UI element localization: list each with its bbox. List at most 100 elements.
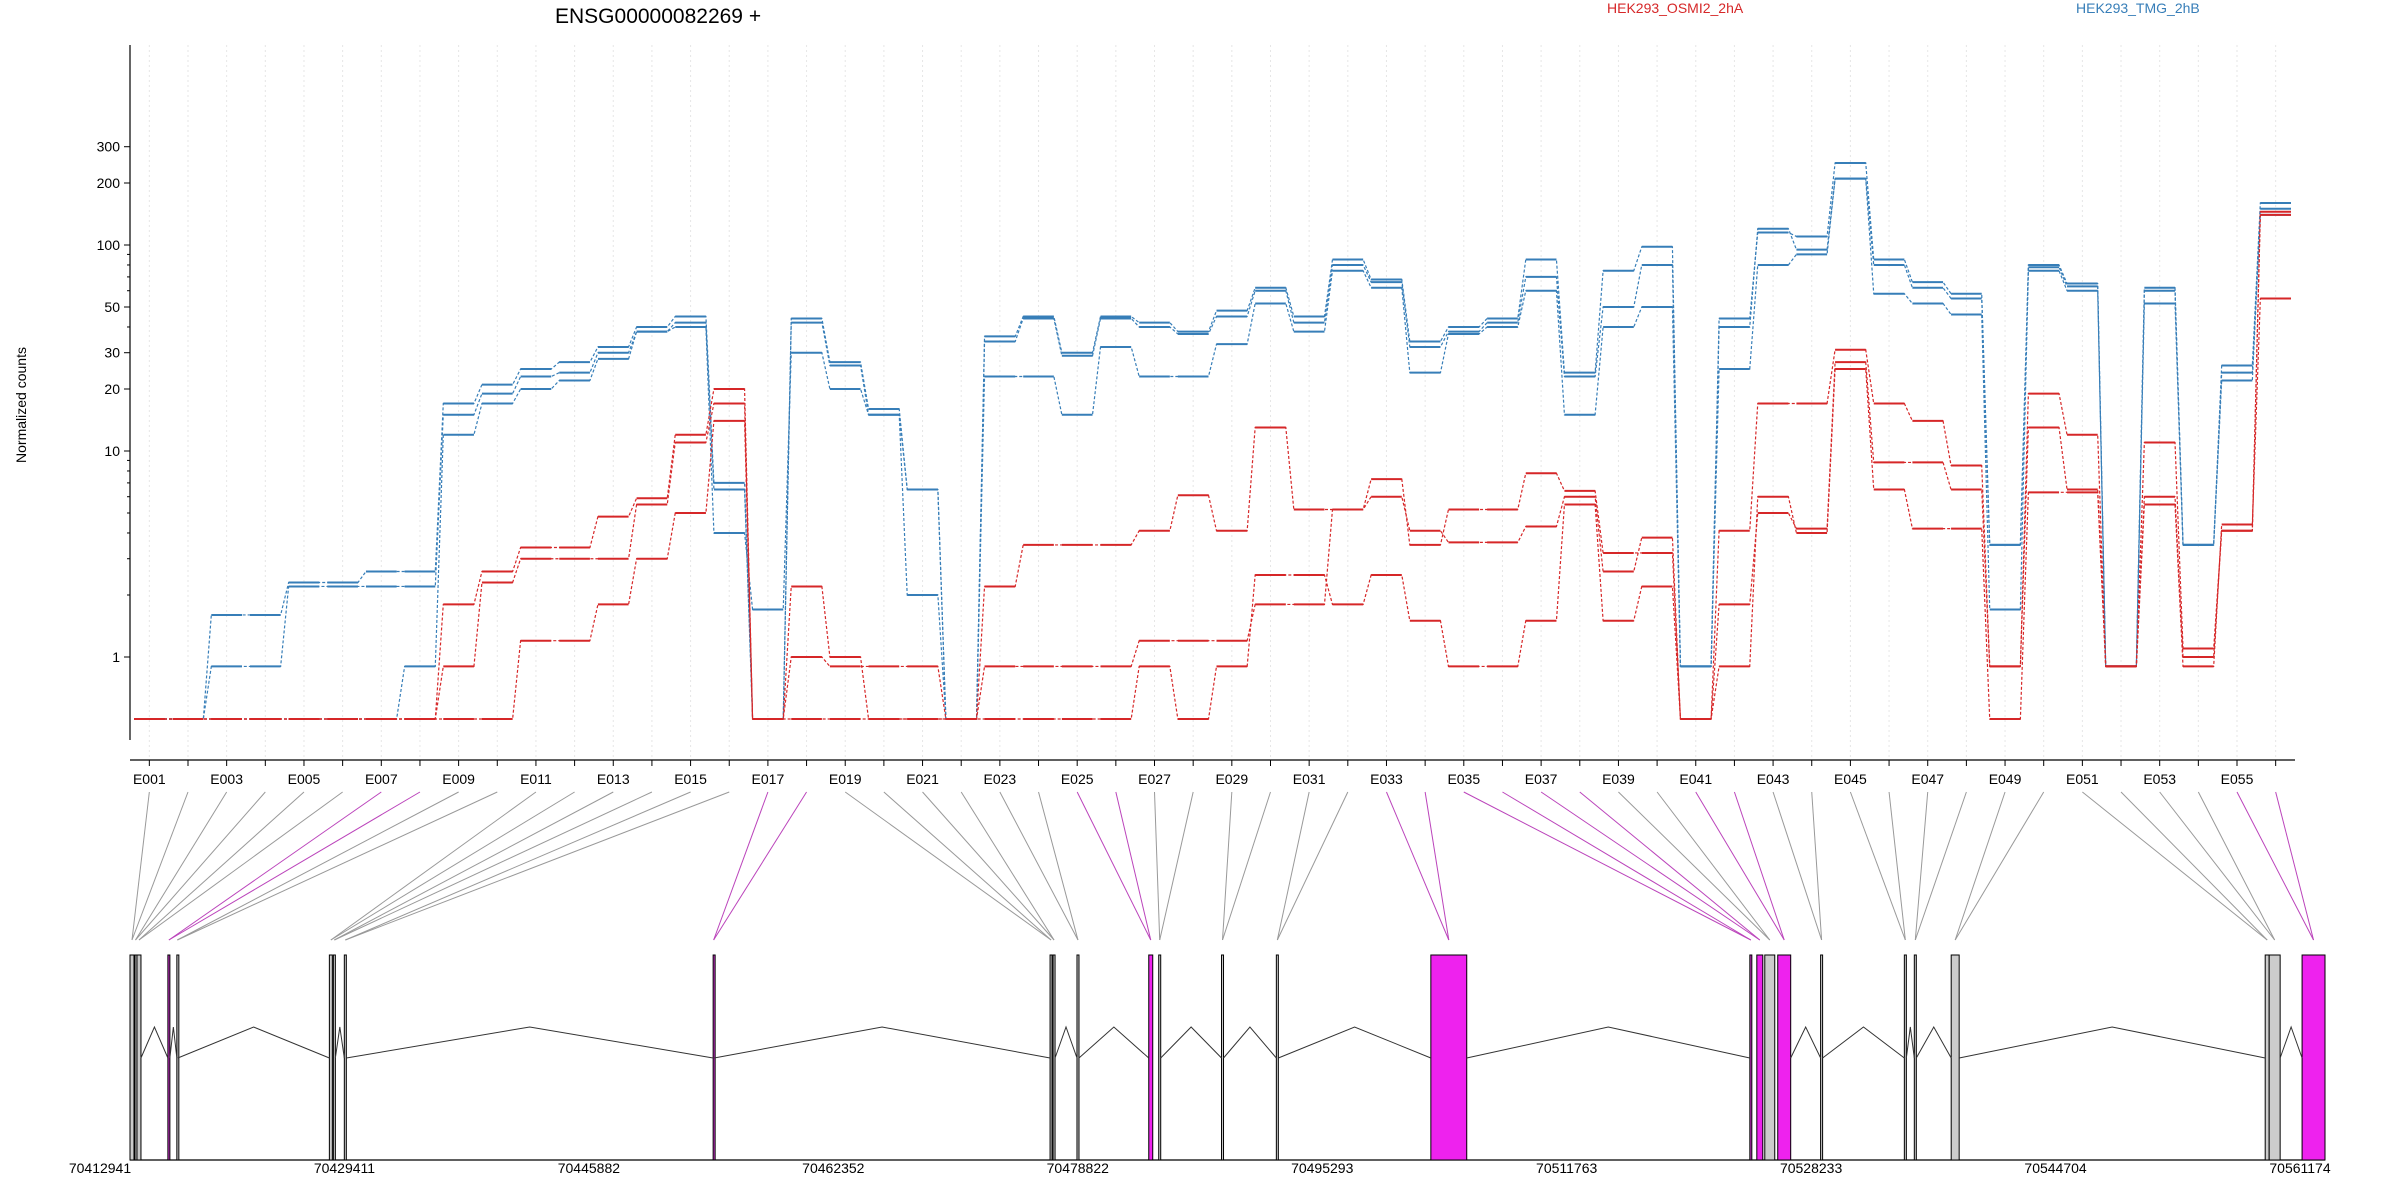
x-tick-label: E049 bbox=[1989, 771, 2022, 787]
exon-connector-line bbox=[1618, 791, 1771, 941]
x-tick-label: E019 bbox=[829, 771, 862, 787]
exon-connector-line bbox=[345, 791, 730, 941]
exon-block bbox=[2301, 954, 2326, 1161]
exon-connector-line bbox=[1076, 791, 1152, 941]
exon-connector-line bbox=[334, 791, 653, 941]
exon-connector-line bbox=[135, 791, 266, 941]
exon-connector-line bbox=[2236, 791, 2314, 941]
exon-connector-line bbox=[330, 791, 537, 941]
x-tick-label: E007 bbox=[365, 771, 398, 787]
intron-line bbox=[1278, 1026, 1432, 1059]
exon-connector-line bbox=[131, 791, 150, 941]
exon-connector-line bbox=[713, 791, 769, 941]
intron-line bbox=[1223, 1026, 1277, 1059]
exon-connector-line bbox=[1276, 791, 1310, 941]
y-tick-label: 30 bbox=[104, 345, 120, 361]
x-tick-label: E041 bbox=[1679, 771, 1712, 787]
chart-title: ENSG00000082269 + bbox=[555, 5, 761, 28]
exon-connector-line bbox=[1772, 791, 1823, 941]
exon-connector-line bbox=[1222, 791, 1233, 941]
exon-connector-line bbox=[2120, 791, 2268, 941]
intron-line bbox=[334, 1026, 345, 1059]
exon-connector-line bbox=[1276, 791, 1349, 941]
exon-connector-line bbox=[168, 791, 421, 941]
gene-model-track: 70412941 70429411 70445882 70462352 70478822… bbox=[69, 954, 2331, 1176]
x-tick-label: E055 bbox=[2221, 771, 2254, 787]
exon-connector-line bbox=[999, 791, 1079, 941]
x-tick-label: E047 bbox=[1911, 771, 1944, 787]
intron-line bbox=[1905, 1026, 1915, 1059]
exon-connector-line bbox=[1038, 791, 1079, 941]
exon-block bbox=[1221, 954, 1225, 1161]
genomic-coordinate-label: 70544704 bbox=[2024, 1160, 2087, 1176]
exon-connector-line bbox=[177, 791, 459, 941]
y-tick-label: 10 bbox=[104, 443, 120, 459]
x-tick-label: E013 bbox=[597, 771, 630, 787]
exon-block bbox=[1275, 954, 1279, 1161]
exon-connector-line bbox=[1115, 791, 1152, 941]
intron-line bbox=[140, 1025, 169, 1059]
exon-block bbox=[2264, 954, 2270, 1161]
chart-axes: 1 10 20 30 50 100 200 300 E001 E003 E005 E007 E009 E0… bbox=[97, 45, 2295, 787]
exon-connector-line bbox=[1954, 791, 2006, 941]
exon-connector-line bbox=[844, 791, 1052, 941]
exon-block bbox=[1049, 954, 1053, 1161]
genomic-coordinate-label: 70412941 bbox=[69, 1160, 132, 1176]
exon-block bbox=[1148, 954, 1154, 1161]
chart-grid bbox=[148, 45, 2277, 760]
intron-line bbox=[1790, 1025, 1822, 1059]
exon-connector-line bbox=[1811, 791, 1823, 941]
x-tick-label: E001 bbox=[133, 771, 166, 787]
exon-connector-line bbox=[1954, 791, 2045, 941]
exon-connector-line bbox=[960, 791, 1055, 941]
x-tick-label: E051 bbox=[2066, 771, 2099, 787]
y-axis-label: Normalized counts bbox=[13, 347, 29, 463]
x-tick-label: E053 bbox=[2143, 771, 2176, 787]
exon-connector-line bbox=[1888, 791, 1906, 941]
genomic-coordinate-label: 70511763 bbox=[1536, 1160, 1597, 1176]
exon-connector-line bbox=[1695, 791, 1785, 941]
x-tick-label: E037 bbox=[1525, 771, 1558, 787]
genomic-coordinate-label: 70462352 bbox=[802, 1160, 865, 1176]
exon-connector-line bbox=[1579, 791, 1761, 941]
exon-block bbox=[2268, 954, 2281, 1161]
exon-connector-line bbox=[2159, 791, 2276, 941]
chart-series bbox=[134, 162, 2291, 721]
y-tick-label: 20 bbox=[104, 381, 120, 397]
intron-line bbox=[346, 1026, 714, 1059]
exon-connector-line bbox=[1733, 791, 1785, 941]
intron-line bbox=[1959, 1026, 2266, 1059]
exon-connector-line bbox=[2275, 791, 2315, 941]
y-tick-label: 100 bbox=[97, 237, 121, 253]
y-tick-label: 1 bbox=[112, 649, 120, 665]
x-tick-label: E033 bbox=[1370, 771, 1403, 787]
exon-connector-lines bbox=[131, 791, 2315, 941]
x-tick-label: E031 bbox=[1293, 771, 1326, 787]
y-tick-label: 200 bbox=[97, 175, 121, 191]
intron-line bbox=[1054, 1025, 1078, 1059]
y-tick-label: 50 bbox=[104, 299, 120, 315]
x-tick-label: E005 bbox=[288, 771, 321, 787]
exon-connector-line bbox=[1914, 791, 1967, 941]
exon-block bbox=[129, 954, 135, 1161]
exon-block bbox=[1764, 954, 1776, 1161]
legend-label-osmi2: HEK293_OSMI2_2hA bbox=[1607, 0, 1744, 16]
genomic-coordinate-label: 70528233 bbox=[1780, 1160, 1843, 1176]
intron-line bbox=[169, 1026, 178, 1059]
exon-block bbox=[136, 954, 142, 1161]
genomic-coordinate-label: 70495293 bbox=[1291, 1160, 1354, 1176]
exon-connector-line bbox=[334, 791, 614, 941]
exon-connector-line bbox=[1154, 791, 1161, 941]
y-tick-label: 300 bbox=[97, 139, 121, 155]
exon-block bbox=[328, 954, 333, 1161]
genomic-coordinate-label: 70561174 bbox=[2269, 1160, 2330, 1176]
exon-connector-line bbox=[138, 791, 305, 941]
exon-connector-line bbox=[345, 791, 691, 941]
exon-block bbox=[1950, 954, 1960, 1161]
exon-connector-line bbox=[1222, 791, 1271, 941]
exon-connector-line bbox=[2082, 791, 2268, 941]
exon-connector-line bbox=[1914, 791, 1929, 941]
x-tick-label: E023 bbox=[984, 771, 1017, 787]
x-tick-label: E015 bbox=[674, 771, 707, 787]
